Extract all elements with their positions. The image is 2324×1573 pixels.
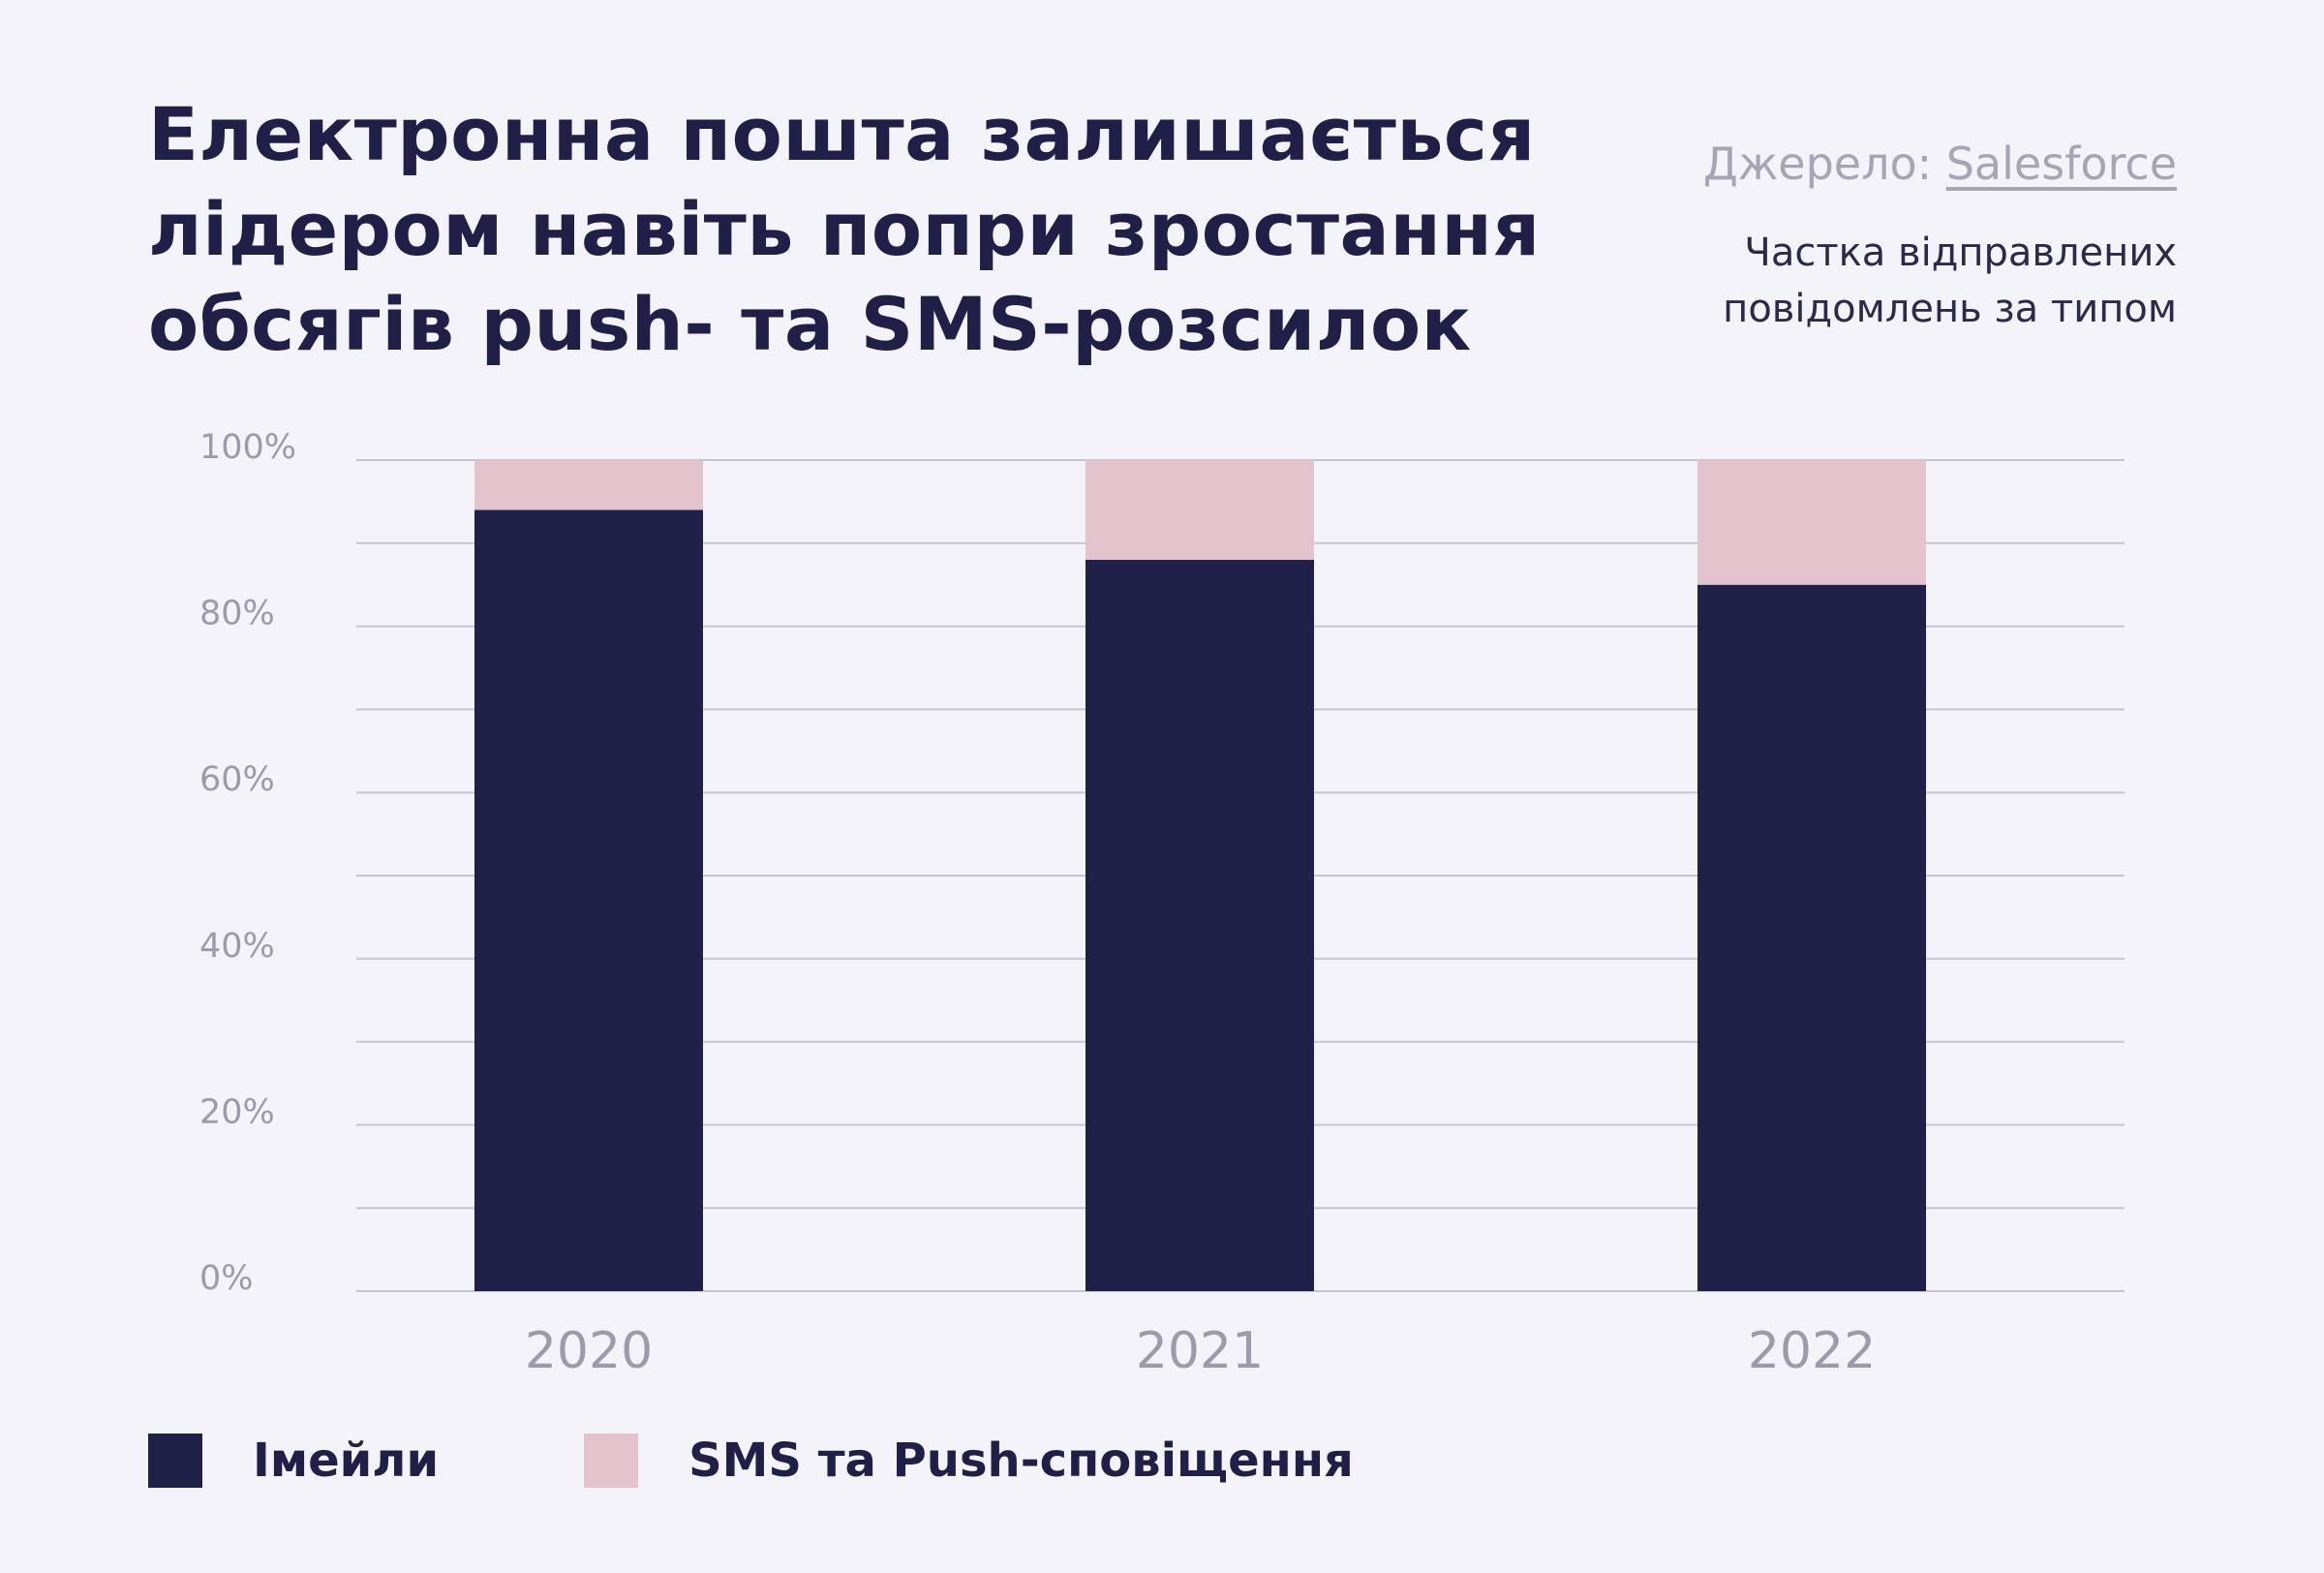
chart-title-line: лідером навіть попри зростання bbox=[148, 186, 1541, 272]
x-tick-label: 2020 bbox=[525, 1322, 653, 1380]
chart-title-line: обсягів push- та SMS-розсилок bbox=[148, 281, 1472, 367]
chart-title-line: Електронна пошта залишається bbox=[148, 91, 1536, 177]
chart-subtitle: Частка відправлених повідомлень за типом bbox=[1723, 225, 2177, 337]
bar-segment-email bbox=[1086, 559, 1314, 1291]
legend-item-email: Імейли bbox=[148, 1434, 439, 1488]
bar-segment-sms-push bbox=[1697, 460, 1926, 585]
bar-segment-sms-push bbox=[1086, 460, 1314, 560]
stacked-bar-chart: 0% 20% 40% 60% 80% 100% 2020 2021 2022 bbox=[199, 428, 2125, 1380]
legend-label-sms-push: SMS та Push-сповіщення bbox=[688, 1434, 1354, 1488]
x-tick-label: 2021 bbox=[1136, 1322, 1264, 1380]
y-tick-label: 20% bbox=[199, 1093, 275, 1131]
chart-legend: Імейли SMS та Push-сповіщення bbox=[148, 1434, 1499, 1488]
y-tick-label: 100% bbox=[199, 428, 296, 467]
bar-segment-email bbox=[474, 509, 703, 1291]
source-note: Джерело: Salesforce bbox=[1703, 138, 2177, 190]
y-tick-label: 0% bbox=[199, 1259, 254, 1298]
chart-subtitle-line: повідомлень за типом bbox=[1723, 287, 2177, 331]
legend-label-email: Імейли bbox=[253, 1434, 440, 1488]
source-link[interactable]: Salesforce bbox=[1945, 138, 2177, 190]
y-tick-label: 40% bbox=[199, 927, 275, 966]
y-tick-label: 60% bbox=[199, 760, 275, 799]
chart-title: Електронна пошта залишається лідером нав… bbox=[148, 87, 1659, 372]
y-tick-label: 80% bbox=[199, 595, 275, 633]
bar-segment-email bbox=[1697, 584, 1926, 1291]
source-prefix: Джерело: bbox=[1702, 138, 1946, 190]
legend-swatch-email bbox=[148, 1434, 202, 1488]
chart-subtitle-line: Частка відправлених bbox=[1744, 231, 2177, 275]
x-tick-label: 2022 bbox=[1748, 1322, 1876, 1380]
legend-item-sms-push: SMS та Push-сповіщення bbox=[584, 1434, 1354, 1488]
bar-segment-sms-push bbox=[474, 460, 703, 510]
legend-swatch-sms-push bbox=[584, 1434, 639, 1488]
